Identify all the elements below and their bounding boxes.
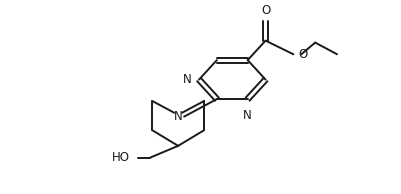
Text: N: N <box>173 110 182 123</box>
Text: HO: HO <box>111 151 129 164</box>
Text: N: N <box>243 109 251 122</box>
Text: N: N <box>183 73 192 86</box>
Text: O: O <box>298 48 307 61</box>
Text: O: O <box>260 4 269 17</box>
